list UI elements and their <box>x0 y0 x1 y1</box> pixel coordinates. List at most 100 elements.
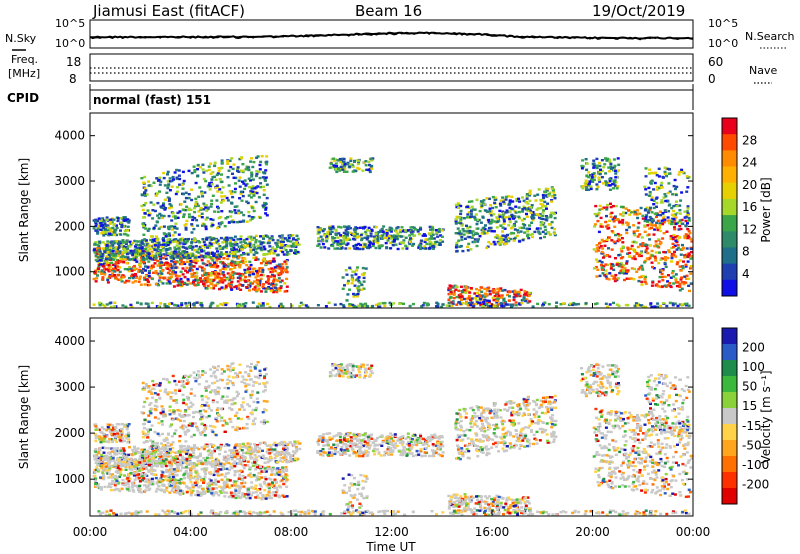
power-cell <box>267 286 271 289</box>
power-cell <box>157 284 161 287</box>
power-cell <box>166 278 170 282</box>
power-cell <box>141 208 145 212</box>
power-cell <box>198 265 202 268</box>
power-cell <box>262 283 265 286</box>
power-cell <box>113 253 117 256</box>
power-cell <box>678 220 682 224</box>
power-cell <box>513 293 517 296</box>
power-cell <box>635 252 639 255</box>
power-cell <box>173 246 177 249</box>
power-cell <box>202 202 206 205</box>
power-cell <box>525 193 529 196</box>
power-cell <box>191 218 195 222</box>
power-cell <box>223 287 227 290</box>
power-cell <box>201 224 204 227</box>
power-cell <box>111 249 115 253</box>
power-cell <box>166 234 170 238</box>
power-cell <box>163 198 167 201</box>
power-cell <box>388 229 392 232</box>
power-cell <box>409 237 412 240</box>
power-cell <box>220 173 223 176</box>
power-cell <box>497 289 501 292</box>
power-cell <box>219 251 223 254</box>
power-cell <box>632 248 636 251</box>
power-cell <box>660 269 664 272</box>
power-cell <box>644 207 648 211</box>
power-cell <box>130 251 134 255</box>
power-cell <box>383 301 387 305</box>
power-cell <box>261 274 265 277</box>
power-cell <box>408 239 412 242</box>
power-cell <box>118 266 122 269</box>
power-cell <box>363 236 367 239</box>
velocity-cell <box>118 475 121 478</box>
power-cell <box>236 166 240 169</box>
power-cell <box>465 300 468 304</box>
power-cell <box>514 220 518 223</box>
power-cell <box>174 261 178 264</box>
power-cell <box>644 243 648 246</box>
power-cell <box>481 216 485 219</box>
power-cell <box>98 256 102 259</box>
power-cell <box>207 244 211 247</box>
power-cell <box>585 174 589 178</box>
power-cell <box>353 293 357 296</box>
power-cell <box>503 288 507 292</box>
power-cell <box>620 250 624 253</box>
power-cell <box>643 230 647 233</box>
power-cell <box>144 201 148 205</box>
power-cell <box>171 215 175 218</box>
power-cell <box>151 209 155 212</box>
power-cell <box>606 227 610 230</box>
power-cell <box>516 293 520 296</box>
power-cell <box>243 304 247 308</box>
power-cell <box>367 245 371 248</box>
power-cell <box>348 303 352 306</box>
velocity-cell <box>263 476 267 479</box>
power-cell <box>188 301 191 305</box>
power-cell <box>143 253 147 256</box>
power-cell <box>610 230 614 233</box>
power-cell <box>518 303 522 306</box>
power-cell <box>291 242 295 246</box>
power-cell <box>641 268 645 271</box>
power-cell <box>152 203 156 206</box>
power-cell <box>237 272 241 275</box>
power-cell <box>213 161 217 164</box>
power-ytick-label: 3000 <box>54 174 85 188</box>
power-cell <box>219 277 223 280</box>
power-cell <box>507 239 511 243</box>
power-cell <box>634 302 638 305</box>
power-cell <box>348 231 352 234</box>
power-cell <box>476 291 479 295</box>
power-cell <box>229 239 232 243</box>
power-cell <box>528 189 532 192</box>
power-cell <box>605 214 608 218</box>
power-cell <box>471 302 475 306</box>
velocity-cell <box>114 478 118 481</box>
power-cell <box>157 262 161 266</box>
power-cell <box>252 194 256 197</box>
power-cell <box>365 238 369 241</box>
power-cell <box>681 267 685 270</box>
power-cell <box>597 178 601 182</box>
power-cell <box>539 224 543 227</box>
power-cell <box>194 181 198 185</box>
power-cell <box>689 237 693 241</box>
power-cell <box>193 275 196 278</box>
velocity-cell <box>123 474 126 477</box>
power-cell <box>684 265 688 268</box>
power-cell <box>481 294 485 297</box>
power-cell <box>252 253 256 256</box>
power-cell <box>423 240 427 243</box>
power-cell <box>153 258 157 261</box>
power-cell <box>232 163 236 166</box>
power-cell <box>182 242 186 245</box>
power-cell <box>408 240 412 243</box>
power-cell <box>644 250 648 254</box>
power-cell <box>498 215 502 218</box>
power-cell <box>326 230 330 234</box>
power-cell <box>502 304 505 308</box>
power-cell <box>360 304 364 308</box>
